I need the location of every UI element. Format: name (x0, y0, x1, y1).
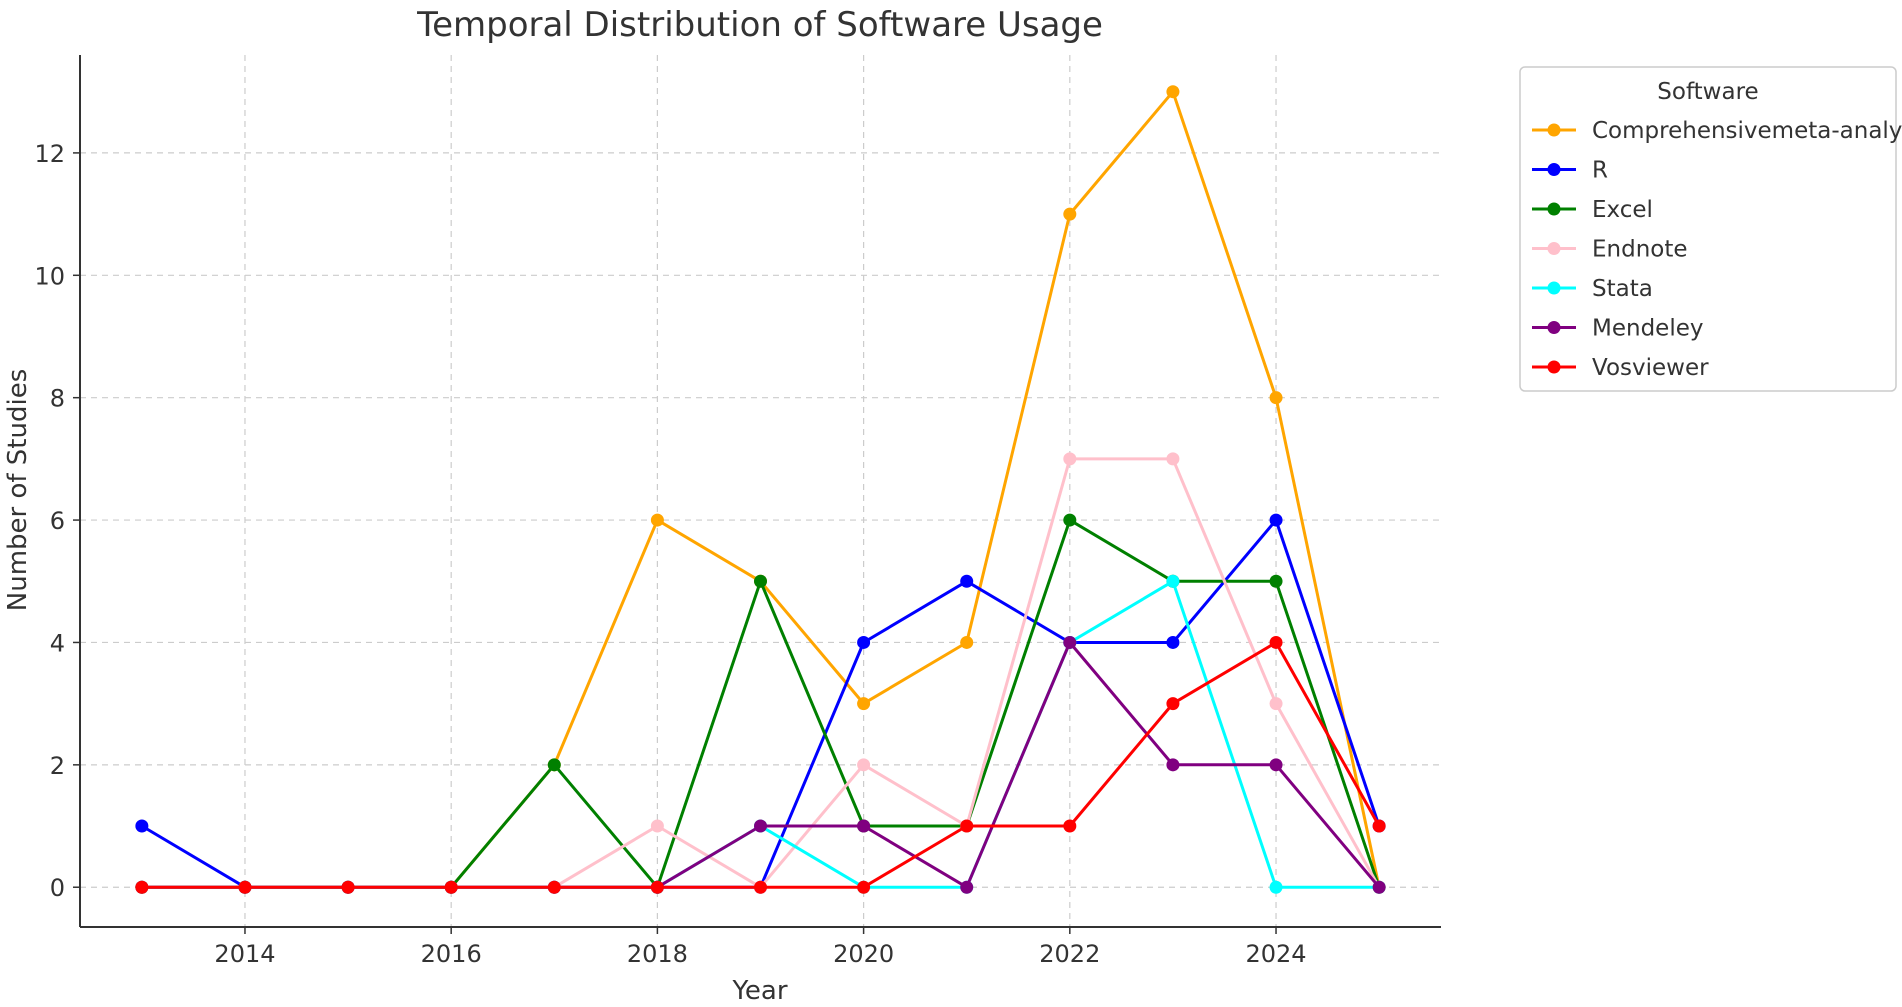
x-tick-label: 2024 (1245, 940, 1306, 968)
data-point-vosviewer (1063, 819, 1077, 833)
data-point-endnote (1166, 452, 1180, 466)
data-point-mendeley (857, 819, 871, 833)
x-tick-label: 2022 (1039, 940, 1100, 968)
data-point-vosviewer (1372, 819, 1386, 833)
legend-swatch-marker (1547, 202, 1561, 216)
data-point-excel (754, 574, 767, 588)
data-point-vosviewer (135, 880, 149, 894)
legend-item-comprehensivemeta-analysis: Comprehensivemeta-analysis (1532, 118, 1902, 144)
data-point-comprehensivemeta-analysis (1269, 391, 1283, 405)
legend-label: Endnote (1592, 237, 1688, 263)
data-point-vosviewer (1166, 697, 1180, 711)
x-tick-label: 2020 (833, 940, 894, 968)
data-point-mendeley (1063, 635, 1077, 649)
data-point-comprehensivemeta-analysis (650, 513, 664, 527)
data-point-vosviewer (650, 880, 664, 894)
legend-label: Excel (1592, 197, 1653, 223)
data-point-vosviewer (238, 880, 252, 894)
data-point-mendeley (1269, 758, 1283, 772)
chart-title: Temporal Distribution of Software Usage (416, 5, 1103, 45)
legend-label: Vosviewer (1592, 355, 1709, 381)
data-point-r (857, 635, 871, 649)
data-point-r (960, 574, 974, 588)
x-tick-label: 2016 (421, 940, 482, 968)
x-tick-label: 2018 (627, 940, 688, 968)
legend-item-mendeley: Mendeley (1532, 316, 1703, 342)
data-point-vosviewer (341, 880, 355, 894)
legend-box (1519, 66, 1897, 392)
data-point-excel (1063, 513, 1077, 527)
data-point-r (1269, 513, 1283, 527)
legend-swatch-marker (1547, 123, 1561, 137)
data-point-r (135, 819, 149, 833)
series-stata (135, 574, 1386, 894)
data-point-excel (1269, 574, 1283, 588)
legend-swatch-marker (1547, 360, 1561, 374)
y-axis-label: Number of Studies (3, 369, 33, 611)
data-point-comprehensivemeta-analysis (857, 697, 871, 711)
legend-label: Mendeley (1592, 316, 1703, 342)
x-ticks: 2014 2016 2018 2020 2022 2024 (214, 927, 1307, 968)
series-vosviewer (135, 635, 1386, 894)
y-tick-label: 2 (50, 752, 65, 780)
legend: Software Comprehensivemeta-analysis R Exce… (1519, 66, 1902, 392)
legend-label: Comprehensivemeta-analysis (1592, 118, 1902, 144)
legend-swatch-marker (1547, 321, 1561, 334)
legend-item-endnote: Endnote (1532, 237, 1688, 263)
data-point-vosviewer (547, 880, 561, 894)
data-point-r (1166, 635, 1180, 649)
data-point-vosviewer (754, 880, 767, 894)
series-r (135, 513, 1386, 894)
series-excel (135, 513, 1386, 894)
series-line-comprehensivemeta-analysis (141, 90, 1381, 889)
legend-items: Comprehensivemeta-analysis R Excel Endnote S… (1532, 118, 1902, 381)
legend-swatch-marker (1547, 163, 1561, 176)
x-axis-label: Year (731, 976, 787, 1006)
data-point-vosviewer (960, 819, 974, 833)
legend-swatch-marker (1547, 242, 1561, 255)
data-point-vosviewer (857, 880, 871, 894)
y-tick-label: 6 (50, 507, 65, 535)
data-point-vosviewer (444, 880, 458, 894)
data-point-stata (1269, 880, 1283, 894)
y-tick-label: 4 (50, 629, 65, 657)
legend-item-excel: Excel (1532, 197, 1653, 223)
legend-title: Software (1657, 79, 1758, 105)
x-tick-label: 2014 (214, 940, 275, 968)
data-point-excel (547, 758, 561, 772)
legend-item-r: R (1532, 158, 1608, 184)
data-point-endnote (1269, 697, 1283, 711)
y-tick-label: 8 (50, 385, 65, 413)
legend-label: R (1592, 158, 1608, 184)
y-tick-label: 10 (34, 262, 65, 290)
legend-item-stata: Stata (1532, 276, 1653, 302)
series-line-stata (141, 579, 1380, 889)
legend-label: Stata (1592, 276, 1653, 302)
data-point-endnote (1063, 452, 1077, 466)
data-point-stata (1166, 574, 1180, 588)
y-ticks: 0 2 4 6 8 10 12 (34, 140, 80, 902)
legend-item-vosviewer: Vosviewer (1532, 355, 1709, 381)
data-point-comprehensivemeta-analysis (960, 635, 974, 649)
data-point-mendeley (1166, 758, 1180, 772)
data-point-vosviewer (1269, 635, 1283, 649)
grid (80, 55, 1441, 927)
y-tick-label: 12 (34, 140, 65, 168)
data-point-mendeley (1372, 880, 1386, 894)
series-lines (135, 85, 1386, 894)
axes (79, 55, 1441, 928)
data-point-mendeley (754, 819, 767, 833)
series-comprehensivemeta-analysis (135, 85, 1386, 894)
data-point-endnote (650, 819, 664, 833)
data-point-comprehensivemeta-analysis (1166, 85, 1180, 99)
y-tick-label: 0 (50, 874, 65, 902)
data-point-comprehensivemeta-analysis (1063, 207, 1077, 221)
data-point-mendeley (960, 880, 974, 894)
data-point-endnote (857, 758, 871, 772)
legend-swatch-marker (1547, 281, 1561, 295)
